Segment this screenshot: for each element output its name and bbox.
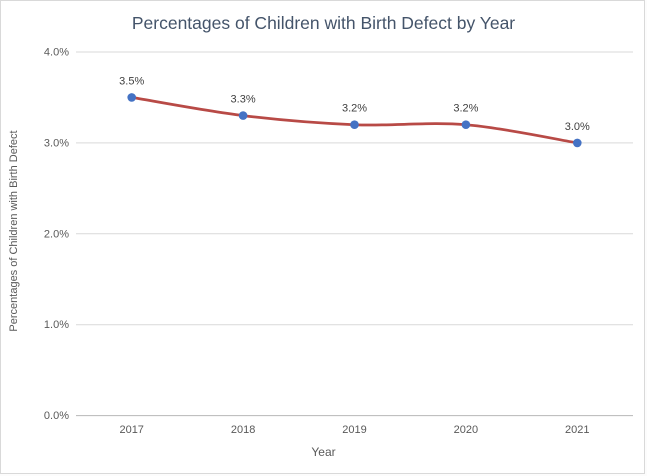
svg-text:2017: 2017 <box>119 424 143 436</box>
svg-text:3.2%: 3.2% <box>342 103 367 115</box>
svg-text:2019: 2019 <box>342 424 366 436</box>
svg-text:3.0%: 3.0% <box>44 137 69 149</box>
svg-text:2021: 2021 <box>565 424 589 436</box>
svg-text:2020: 2020 <box>454 424 478 436</box>
svg-text:3.5%: 3.5% <box>119 75 144 87</box>
svg-text:3.0%: 3.0% <box>565 121 590 133</box>
svg-text:3.2%: 3.2% <box>453 103 478 115</box>
svg-text:4.0%: 4.0% <box>44 47 69 59</box>
svg-text:2.0%: 2.0% <box>44 228 69 240</box>
svg-text:1.0%: 1.0% <box>44 319 69 331</box>
svg-text:3.3%: 3.3% <box>231 94 256 106</box>
svg-text:2018: 2018 <box>231 424 255 436</box>
svg-text:0.0%: 0.0% <box>44 410 69 422</box>
